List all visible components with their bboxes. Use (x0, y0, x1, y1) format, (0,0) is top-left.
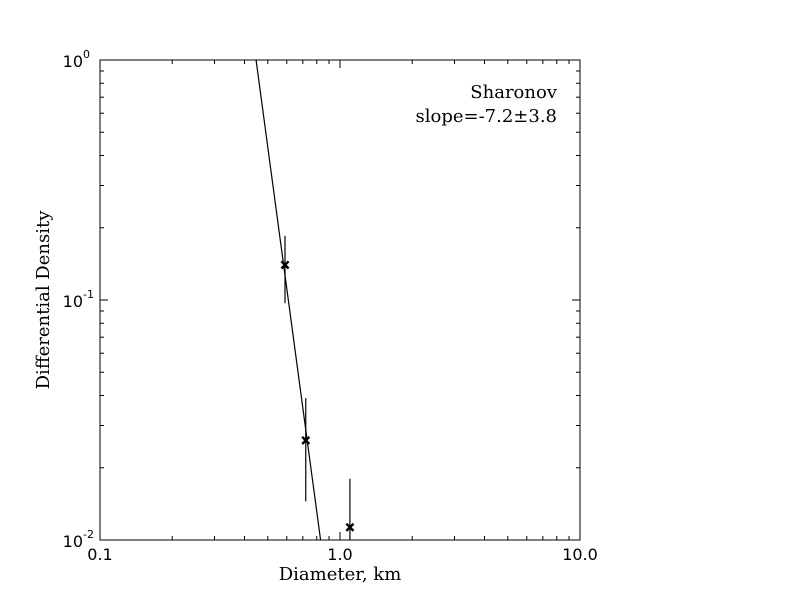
major-ticks (99, 60, 580, 541)
y-axis-label: Differential Density (33, 210, 54, 390)
y-tick-label-0-base: 10 (63, 532, 83, 551)
y-tick-label-1: 10 (63, 292, 83, 311)
data-point-0 (280, 260, 290, 270)
fit-line-group (255, 59, 322, 541)
annotation-slope: slope=-7.2±3.8 (415, 106, 557, 127)
x-tick-label-0: 0.1 (87, 545, 112, 564)
fit-line (255, 59, 322, 541)
data-point-2 (345, 522, 355, 532)
y-tick-label-0-exp: -2 (83, 528, 94, 541)
data-points (280, 235, 355, 540)
data-point-1 (301, 435, 311, 445)
x-tick-label-2: 10.0 (562, 545, 598, 564)
y-tick-label-2: 10 (63, 52, 83, 71)
marker-stroke (280, 260, 290, 270)
marker-stroke (345, 522, 355, 532)
x-tick-label-1: 1.0 (327, 545, 352, 564)
annotation-name: Sharonov (470, 82, 558, 103)
marker-stroke (301, 435, 311, 445)
y-tick-label-2-base: 10 (63, 52, 83, 71)
y-tick-label-2-exp: 0 (83, 48, 90, 61)
minor-ticks (100, 60, 580, 540)
y-tick-label-1-exp: -1 (83, 288, 94, 301)
plot-frame (99, 59, 581, 541)
x-axis-label: Diameter, km (279, 564, 402, 585)
y-tick-label-0: 10 (63, 532, 83, 551)
y-tick-label-1-base: 10 (63, 292, 83, 311)
